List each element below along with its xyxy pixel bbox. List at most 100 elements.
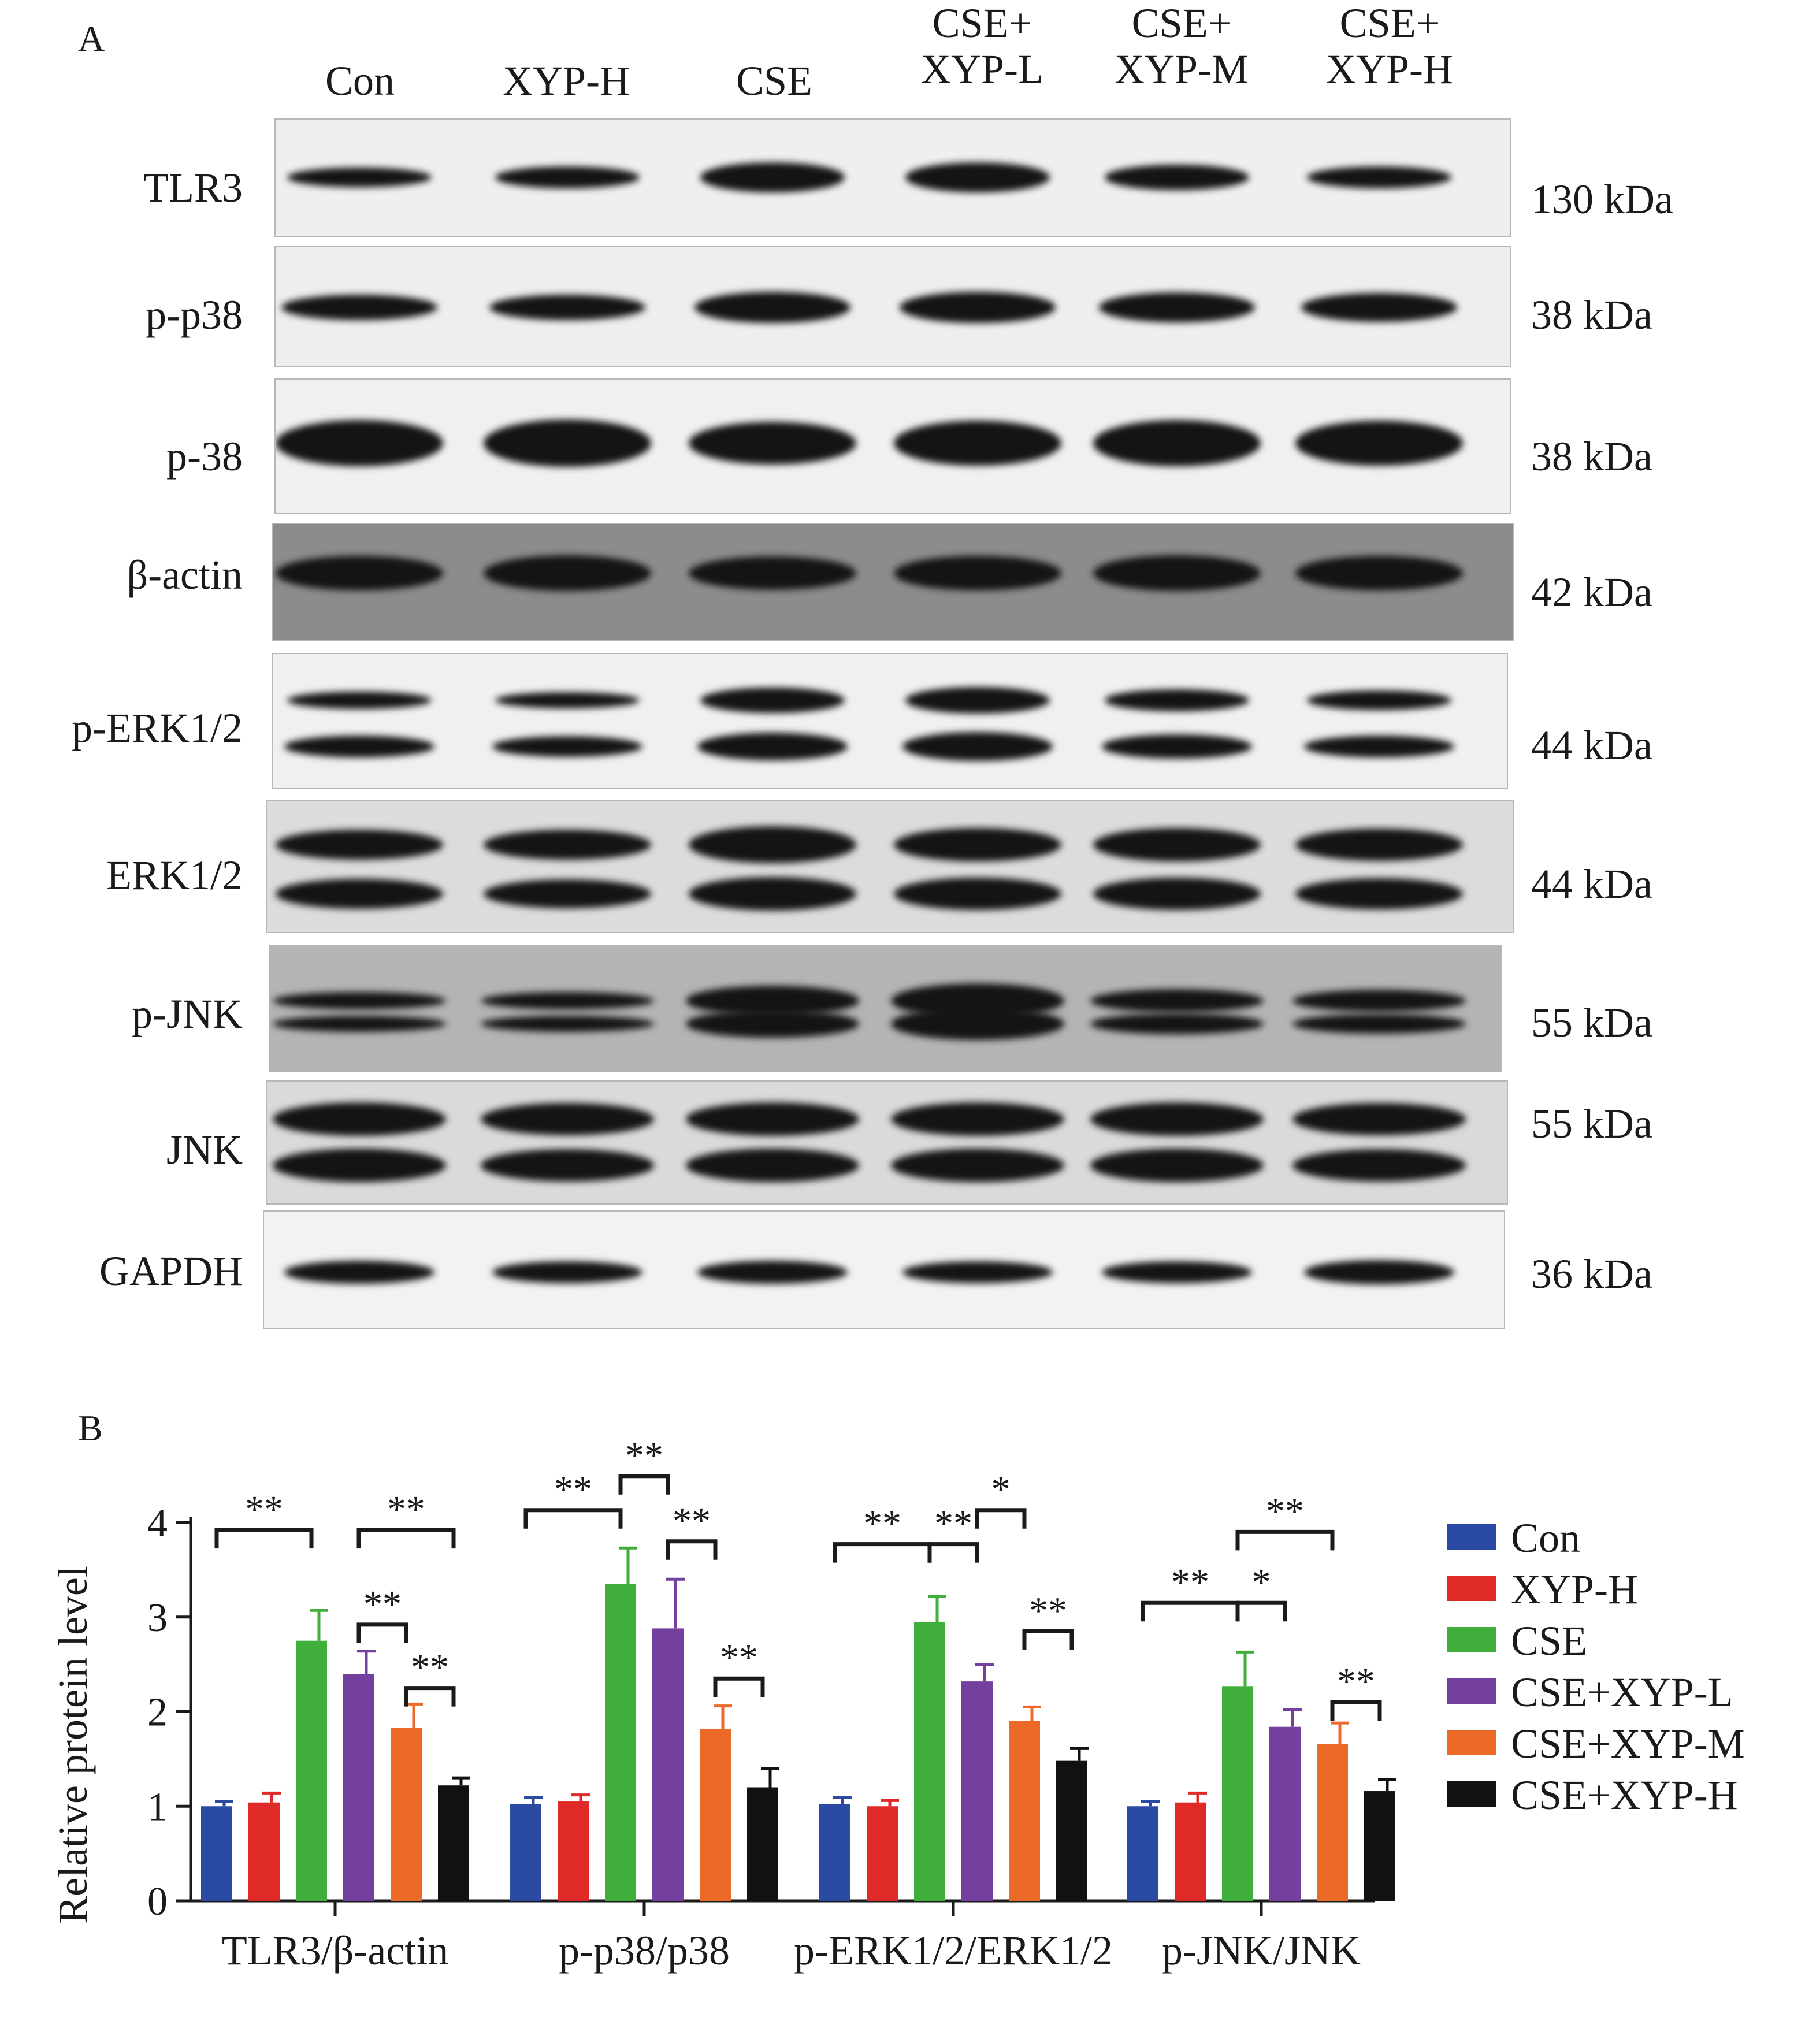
bar bbox=[1364, 1791, 1395, 1901]
legend-swatch bbox=[1447, 1524, 1496, 1550]
significance-label: ** bbox=[411, 1647, 449, 1689]
significance-label: ** bbox=[245, 1488, 283, 1531]
blot-band bbox=[1093, 878, 1261, 910]
blot-band bbox=[686, 1149, 859, 1182]
bar bbox=[1269, 1726, 1301, 1901]
blot-band bbox=[1304, 736, 1454, 757]
row-label-jnk: JNK bbox=[166, 1127, 243, 1173]
row-label-erk: ERK1/2 bbox=[106, 852, 243, 898]
row-label-p-38: p-38 bbox=[166, 433, 243, 480]
significance-label: ** bbox=[720, 1637, 758, 1679]
significance-label: ** bbox=[934, 1503, 972, 1545]
blot-band bbox=[1301, 293, 1457, 322]
blot-band bbox=[1093, 420, 1261, 466]
legend-swatch bbox=[1447, 1627, 1496, 1652]
y-tick-label: 2 bbox=[147, 1691, 168, 1735]
kda-jnk: 55 kDa bbox=[1531, 1101, 1652, 1147]
bar bbox=[510, 1804, 541, 1901]
chart-bars bbox=[201, 1546, 1396, 1901]
significance-label: ** bbox=[554, 1469, 592, 1511]
significance-bracket bbox=[1330, 1700, 1382, 1721]
bar bbox=[1222, 1686, 1253, 1901]
blot-band bbox=[1292, 1149, 1466, 1182]
blot-band bbox=[1102, 1261, 1252, 1283]
significance-bracket bbox=[975, 1508, 1027, 1529]
blot-band bbox=[891, 1149, 1064, 1182]
blot-band bbox=[900, 292, 1056, 323]
blot-band bbox=[273, 1149, 446, 1182]
blot-p-38 bbox=[274, 378, 1511, 514]
blot-band bbox=[276, 420, 443, 466]
legend-entry: XYP-H bbox=[1511, 1566, 1638, 1613]
blot-band bbox=[905, 687, 1050, 714]
blot-band bbox=[481, 992, 654, 1009]
legend-swatch bbox=[1447, 1678, 1496, 1704]
blot-band bbox=[1307, 690, 1451, 710]
blot-p-erk bbox=[272, 653, 1508, 789]
significance-bracket bbox=[356, 1528, 456, 1549]
row-label-gapdh: GAPDH bbox=[99, 1248, 243, 1294]
significance-label: ** bbox=[625, 1435, 663, 1477]
significance-bracket bbox=[1141, 1600, 1240, 1622]
blot-gapdh bbox=[263, 1210, 1505, 1329]
significance-bracket bbox=[356, 1622, 408, 1643]
bar bbox=[747, 1787, 778, 1901]
blot-band bbox=[1307, 166, 1451, 188]
blot-band bbox=[481, 1016, 654, 1032]
blot-band bbox=[276, 556, 443, 590]
bar bbox=[343, 1674, 374, 1901]
blot-band bbox=[894, 828, 1061, 861]
significance-label: ** bbox=[387, 1488, 425, 1531]
blot-band bbox=[697, 733, 848, 760]
blot-band bbox=[495, 692, 640, 708]
row-label-p-p38: p-p38 bbox=[146, 292, 243, 338]
blot-band bbox=[894, 878, 1061, 910]
blot-band bbox=[492, 736, 642, 757]
blot-band bbox=[492, 1261, 642, 1283]
significance-label: ** bbox=[1337, 1661, 1375, 1703]
y-tick-label: 0 bbox=[147, 1879, 168, 1924]
row-label-p-jnk: p-JNK bbox=[132, 991, 243, 1037]
bar bbox=[605, 1584, 636, 1901]
blot-band bbox=[489, 295, 645, 320]
significance-bracket bbox=[618, 1474, 670, 1495]
blot-band bbox=[284, 736, 434, 757]
lane-label-xyp-h: XYP-H bbox=[502, 58, 630, 104]
blot-band bbox=[894, 556, 1061, 590]
blot-band bbox=[484, 879, 651, 908]
lane-label-cse-xyp-m: CSE+ XYP-M bbox=[1114, 0, 1249, 92]
blot-band bbox=[891, 1008, 1064, 1040]
legend-entry: CSE+XYP-M bbox=[1511, 1721, 1745, 1767]
blot-band bbox=[689, 422, 856, 465]
bar bbox=[438, 1785, 469, 1901]
blot-erk bbox=[266, 800, 1514, 933]
significance-bracket bbox=[404, 1686, 456, 1707]
blot-band bbox=[689, 556, 856, 590]
bar bbox=[1127, 1806, 1158, 1901]
blot-band bbox=[1090, 1149, 1264, 1182]
bar bbox=[819, 1804, 850, 1901]
bar bbox=[391, 1728, 422, 1901]
legend-entry: CSE+XYP-H bbox=[1511, 1772, 1738, 1818]
blot-band bbox=[273, 992, 446, 1009]
bar bbox=[558, 1801, 589, 1901]
blot-band bbox=[481, 1103, 654, 1135]
bar bbox=[296, 1640, 327, 1901]
bar bbox=[914, 1621, 945, 1901]
bar bbox=[248, 1802, 280, 1901]
significance-bracket bbox=[1235, 1529, 1335, 1551]
blot-band bbox=[484, 555, 651, 591]
blot-band bbox=[1090, 1102, 1264, 1136]
legend-entry: CSE bbox=[1511, 1618, 1587, 1664]
significance-label: ** bbox=[363, 1583, 402, 1625]
blot-band bbox=[287, 168, 432, 187]
bar bbox=[1317, 1744, 1348, 1901]
significance-bracket bbox=[1022, 1629, 1074, 1650]
blot-band bbox=[697, 1261, 848, 1284]
blot-band bbox=[484, 419, 651, 467]
lane-label-cse-xyp-l: CSE+ XYP-L bbox=[921, 0, 1043, 92]
bar bbox=[652, 1628, 684, 1901]
blot-band bbox=[902, 1261, 1053, 1283]
blot-band bbox=[1295, 878, 1463, 909]
kda-beta-actin: 42 kDa bbox=[1531, 569, 1652, 615]
